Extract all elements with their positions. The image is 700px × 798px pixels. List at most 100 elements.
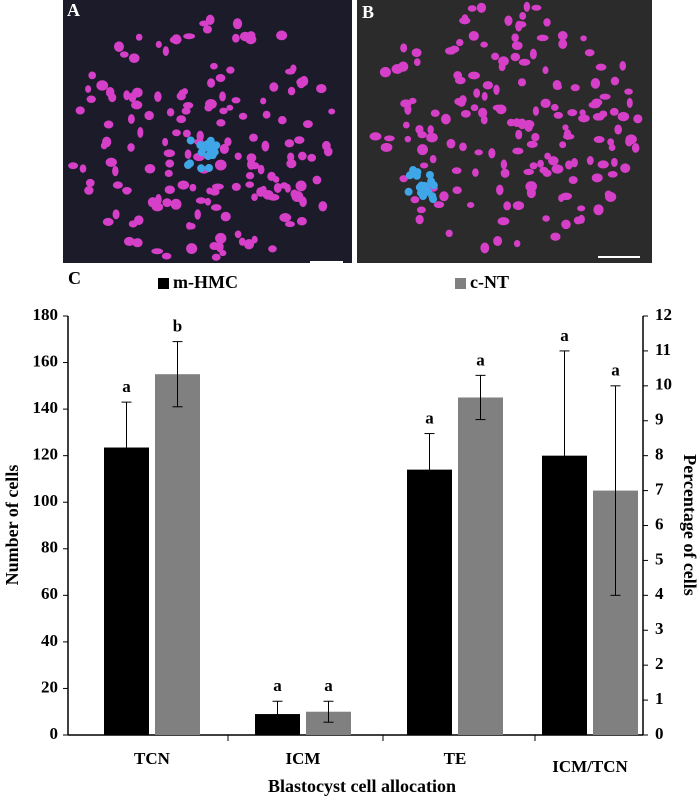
nucleus <box>137 127 144 138</box>
nucleus <box>511 41 523 51</box>
nucleus <box>215 232 227 244</box>
y-tick-label: 0 <box>50 724 59 743</box>
nucleus <box>482 81 494 90</box>
nucleus <box>497 217 510 226</box>
nucleus <box>512 201 525 211</box>
icm-nucleus <box>420 181 429 190</box>
bar <box>306 711 351 735</box>
nucleus <box>516 21 527 28</box>
nucleus <box>459 142 467 152</box>
nucleus <box>287 152 295 162</box>
nucleus <box>500 159 508 170</box>
nucleus <box>584 49 595 57</box>
nucleus <box>537 159 544 168</box>
nucleus <box>551 164 564 174</box>
nucleus <box>165 159 175 168</box>
nucleus <box>481 91 488 101</box>
legend-label: m-HMC <box>173 272 238 292</box>
y2-tick-label: 2 <box>655 654 664 673</box>
nucleus <box>611 157 618 167</box>
nucleus <box>131 90 143 98</box>
nucleus <box>294 136 305 144</box>
icm-nucleus <box>197 164 206 173</box>
nucleus <box>122 187 132 194</box>
nucleus <box>609 107 619 116</box>
nucleus <box>210 204 222 211</box>
nucleus <box>531 4 542 11</box>
nucleus <box>427 125 434 135</box>
y2-tick-label: 10 <box>655 375 672 394</box>
nucleus <box>591 173 603 183</box>
nucleus <box>102 136 112 148</box>
nucleus <box>312 175 322 185</box>
bar <box>155 374 200 735</box>
nucleus <box>504 15 513 26</box>
nucleus <box>105 157 117 167</box>
nucleus <box>323 146 333 157</box>
nucleus <box>491 52 500 61</box>
error-bar <box>475 374 486 421</box>
nucleus <box>269 82 279 92</box>
icm-nucleus <box>196 141 205 150</box>
nucleus <box>195 197 207 204</box>
bar <box>104 447 149 735</box>
nucleus <box>144 164 156 174</box>
nucleus <box>164 185 175 194</box>
nucleus <box>400 43 408 53</box>
nucleus <box>194 209 201 220</box>
nucleus <box>176 115 187 124</box>
nucleus <box>182 129 191 138</box>
nucleus <box>402 121 410 129</box>
nucleus <box>181 107 191 115</box>
micrographs <box>63 0 652 263</box>
nucleus <box>523 168 535 176</box>
nucleus <box>440 113 451 125</box>
y-tick-label: 80 <box>41 538 58 557</box>
nucleus <box>131 100 143 110</box>
nucleus <box>449 45 460 53</box>
nucleus <box>296 217 307 226</box>
significance-letter: a <box>324 676 333 695</box>
nucleus <box>525 181 538 192</box>
nucleus <box>127 114 135 125</box>
icm-nucleus <box>186 136 195 145</box>
nucleus <box>593 136 605 144</box>
nucleus <box>379 66 391 78</box>
nucleus <box>548 156 559 166</box>
nucleus <box>144 110 154 121</box>
y-tick-label: 140 <box>33 398 59 417</box>
nucleus <box>215 73 226 83</box>
y-tick-label: 180 <box>33 305 59 324</box>
nucleus <box>470 104 479 112</box>
x-tick-label: TE <box>444 749 467 768</box>
nucleus <box>234 152 242 161</box>
nucleus <box>571 158 578 168</box>
nucleus <box>433 201 445 209</box>
nucleus <box>599 93 611 100</box>
nucleus <box>316 83 327 94</box>
nucleus <box>184 149 192 160</box>
nucleus <box>561 219 571 230</box>
y2-tick-label: 8 <box>655 445 664 464</box>
nucleus <box>515 129 523 140</box>
significance-letter: a <box>611 361 620 380</box>
icm-nucleus <box>207 148 216 157</box>
nucleus <box>568 176 578 185</box>
significance-letter: b <box>173 317 182 336</box>
nucleus <box>135 33 143 41</box>
significance-letter: a <box>273 676 282 695</box>
nucleus <box>207 78 216 88</box>
x-axis-title: Blastocyst cell allocation <box>268 776 456 796</box>
error-bar <box>121 401 132 494</box>
legend-swatch <box>158 278 169 289</box>
y-axis-title: Number of cells <box>2 465 22 586</box>
nucleus <box>578 214 585 224</box>
significance-letter: a <box>425 408 434 427</box>
nucleus <box>542 215 550 222</box>
icm-nucleus <box>416 188 425 197</box>
nucleus <box>488 148 496 159</box>
nucleus <box>599 110 608 118</box>
nucleus <box>163 149 176 158</box>
nucleus <box>472 168 479 177</box>
nucleus <box>84 186 94 195</box>
